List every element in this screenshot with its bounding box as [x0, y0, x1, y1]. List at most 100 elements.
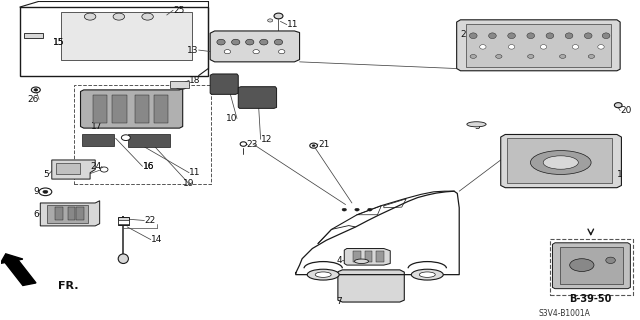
Ellipse shape [278, 50, 285, 54]
Text: 22: 22 [145, 216, 156, 225]
Text: 5: 5 [43, 170, 49, 179]
Ellipse shape [268, 19, 273, 22]
Text: 11: 11 [287, 20, 298, 29]
Ellipse shape [34, 89, 38, 91]
Bar [118, 220, 129, 224]
Text: 16: 16 [143, 162, 154, 171]
Ellipse shape [175, 83, 187, 89]
Ellipse shape [224, 50, 230, 54]
Ellipse shape [572, 45, 579, 49]
Bar [76, 207, 84, 220]
Ellipse shape [546, 33, 554, 39]
Bar [507, 138, 612, 183]
Bar [376, 252, 384, 262]
Ellipse shape [584, 33, 592, 39]
Ellipse shape [570, 259, 594, 271]
Bar [135, 95, 149, 123]
Polygon shape [500, 134, 621, 188]
Ellipse shape [253, 50, 259, 54]
Text: 7: 7 [337, 297, 342, 306]
Ellipse shape [342, 208, 346, 211]
Bar [154, 95, 168, 123]
Text: 18: 18 [189, 76, 200, 85]
Polygon shape [210, 74, 238, 94]
Text: 9: 9 [33, 187, 39, 196]
Ellipse shape [527, 33, 534, 39]
Text: S3V4-B1001A: S3V4-B1001A [538, 309, 590, 318]
Bar [365, 252, 372, 262]
Text: 21: 21 [318, 140, 330, 148]
Text: 2: 2 [461, 30, 466, 39]
Ellipse shape [588, 54, 595, 58]
Bar [93, 95, 108, 123]
Text: 26: 26 [28, 95, 39, 104]
Text: 15: 15 [53, 38, 65, 47]
Polygon shape [52, 160, 95, 179]
Ellipse shape [508, 33, 515, 39]
Ellipse shape [275, 39, 283, 45]
Ellipse shape [312, 145, 316, 147]
Ellipse shape [232, 39, 240, 45]
Bar [353, 252, 361, 262]
Polygon shape [83, 134, 115, 146]
Text: 17: 17 [92, 122, 103, 131]
Bar [466, 24, 611, 67]
Ellipse shape [412, 269, 444, 280]
Ellipse shape [316, 272, 331, 277]
Text: 16: 16 [143, 162, 154, 171]
Text: B-39-50: B-39-50 [570, 293, 612, 304]
Polygon shape [210, 31, 300, 62]
Ellipse shape [367, 208, 372, 211]
Polygon shape [238, 87, 276, 108]
Polygon shape [344, 249, 390, 265]
Bar [68, 207, 76, 220]
Text: 11: 11 [189, 168, 200, 177]
Text: 13: 13 [187, 45, 198, 55]
Polygon shape [338, 270, 404, 302]
Bar [20, 7, 208, 76]
Text: 1: 1 [617, 170, 623, 179]
Text: 8: 8 [355, 256, 361, 265]
Ellipse shape [531, 151, 591, 174]
Polygon shape [552, 243, 630, 289]
Text: 4: 4 [337, 256, 342, 265]
Polygon shape [457, 20, 620, 71]
Ellipse shape [122, 135, 131, 140]
Text: FR.: FR. [58, 281, 79, 291]
Text: 20: 20 [620, 106, 632, 115]
Ellipse shape [488, 33, 496, 39]
Ellipse shape [540, 45, 547, 49]
Ellipse shape [419, 272, 435, 277]
Text: 14: 14 [151, 235, 162, 244]
Ellipse shape [527, 54, 534, 58]
Ellipse shape [543, 156, 579, 169]
Ellipse shape [495, 54, 502, 58]
Ellipse shape [355, 208, 359, 211]
Ellipse shape [307, 269, 339, 280]
Bar [56, 163, 80, 174]
Ellipse shape [606, 257, 615, 263]
Text: 19: 19 [183, 179, 195, 188]
Bar [47, 205, 88, 223]
Text: 24: 24 [90, 162, 102, 171]
Text: 25: 25 [173, 6, 184, 15]
Ellipse shape [217, 39, 225, 45]
Bar [74, 85, 211, 184]
Polygon shape [61, 12, 192, 60]
Text: 10: 10 [225, 114, 237, 123]
Ellipse shape [559, 54, 566, 58]
Ellipse shape [39, 188, 52, 196]
Ellipse shape [274, 13, 283, 19]
Ellipse shape [84, 13, 96, 20]
Bar [560, 247, 623, 284]
Bar [113, 95, 127, 123]
Ellipse shape [100, 167, 108, 172]
Ellipse shape [118, 254, 129, 263]
Ellipse shape [355, 259, 369, 263]
Ellipse shape [508, 45, 515, 49]
Bar [24, 33, 44, 38]
Polygon shape [129, 134, 170, 147]
Bar [170, 81, 189, 88]
Text: 15: 15 [53, 38, 65, 47]
Text: 3: 3 [474, 122, 480, 131]
